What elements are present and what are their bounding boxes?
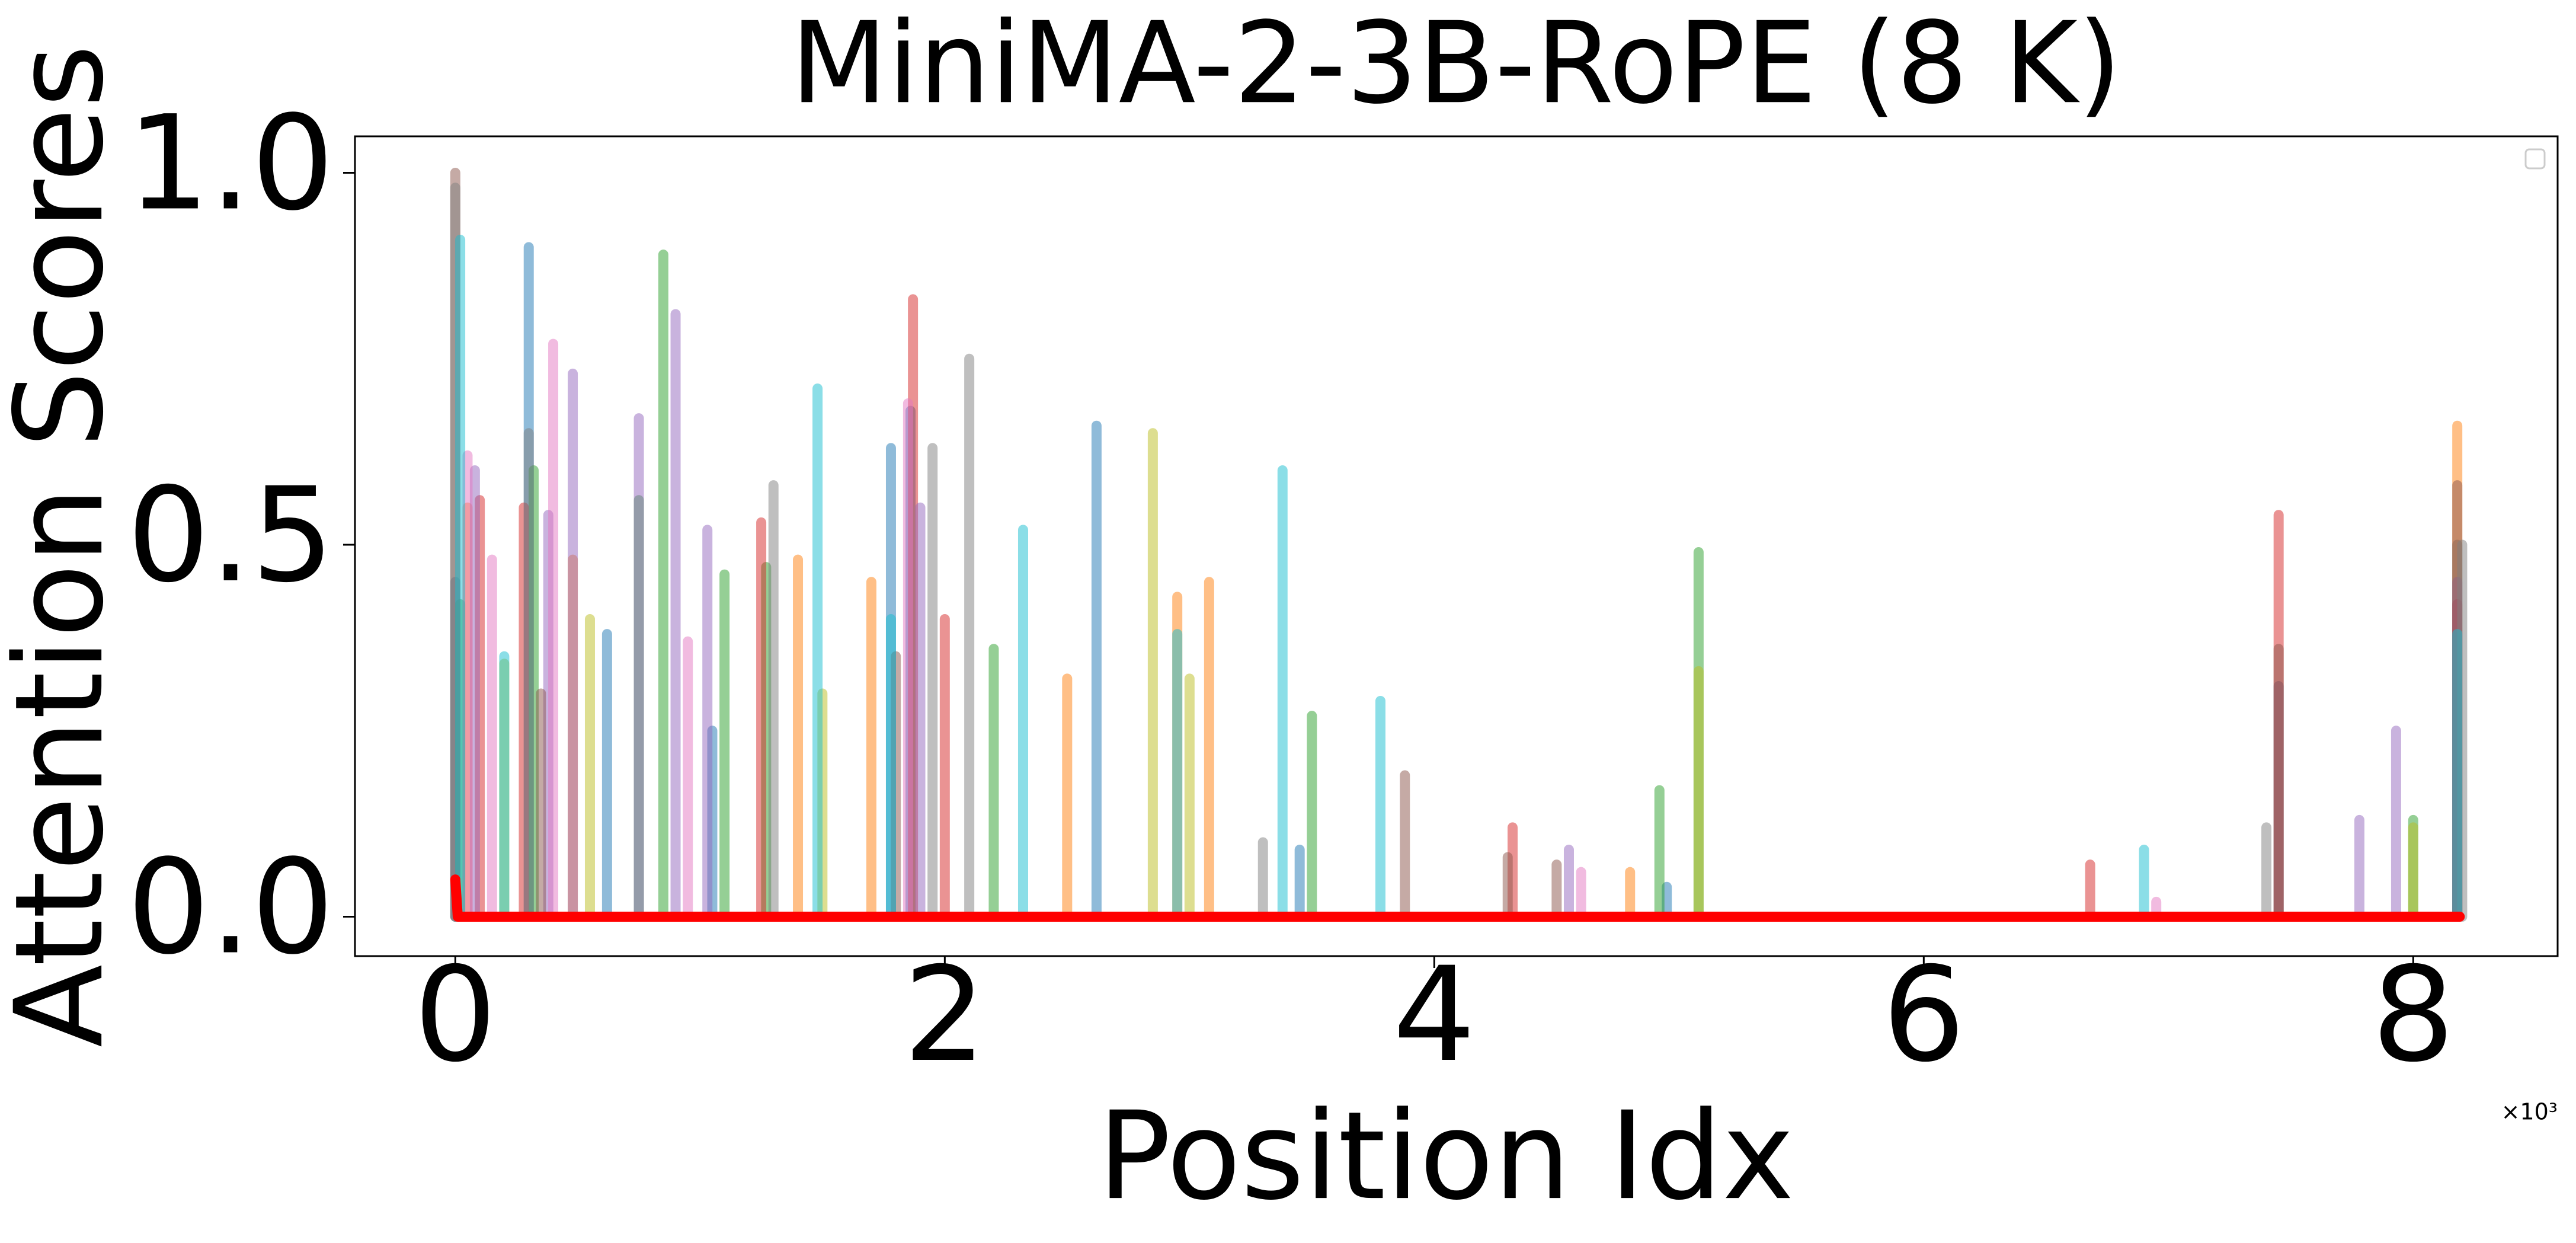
x-tick-label: 0 bbox=[414, 939, 497, 1091]
y-tick-label: 0.5 bbox=[127, 459, 334, 611]
chart-title: MiniMA-2-3B-RoPE (8 K) bbox=[791, 0, 2121, 129]
y-axis-label: Attention Scores bbox=[0, 44, 130, 1047]
y-tick-label: 1.0 bbox=[127, 88, 334, 239]
plot-area bbox=[450, 167, 2468, 922]
line bbox=[450, 874, 2465, 922]
axes-frame bbox=[354, 135, 2559, 957]
x-axis-label: Position Idx bbox=[1097, 1086, 1794, 1227]
x-tick-label: 2 bbox=[903, 939, 986, 1091]
x-offset-label: ×10³ bbox=[2501, 1099, 2558, 1125]
x-tick-label: 4 bbox=[1393, 939, 1476, 1091]
x-tick-label: 6 bbox=[1882, 939, 1965, 1091]
legend-box bbox=[2524, 148, 2546, 170]
y-tick-label: 0.0 bbox=[127, 832, 334, 983]
x-tick-label: 8 bbox=[2372, 939, 2455, 1091]
